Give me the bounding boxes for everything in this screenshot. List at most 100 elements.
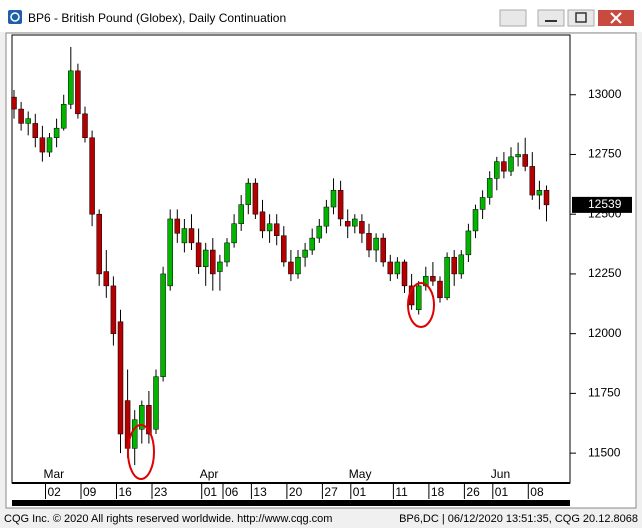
candle-body bbox=[316, 225, 323, 239]
candle-body bbox=[344, 221, 351, 227]
x-tick-label: 13 bbox=[253, 485, 267, 499]
month-label: Mar bbox=[44, 467, 65, 481]
candle-body bbox=[252, 182, 259, 215]
candle-body bbox=[486, 178, 493, 198]
footer-copyright: CQG Inc. © 2020 All rights reserved worl… bbox=[4, 513, 332, 525]
candle-body bbox=[217, 261, 223, 272]
candle-body bbox=[387, 261, 394, 275]
candle-body bbox=[188, 228, 195, 244]
scroll-bar[interactable] bbox=[12, 500, 570, 506]
plot-area bbox=[11, 34, 571, 484]
candle-body bbox=[68, 70, 74, 105]
candle-body bbox=[224, 242, 230, 263]
title-bar bbox=[0, 0, 642, 32]
app-icon bbox=[8, 10, 22, 24]
candle-body bbox=[536, 190, 543, 196]
month-label: Apr bbox=[200, 467, 219, 481]
y-tick-label: 13000 bbox=[588, 87, 622, 101]
x-tick-label: 01 bbox=[353, 485, 367, 499]
candle-body bbox=[444, 256, 450, 299]
x-tick-label: 08 bbox=[530, 485, 544, 499]
y-tick-label: 12750 bbox=[588, 147, 622, 161]
candle-body bbox=[11, 96, 17, 110]
candle-body bbox=[430, 276, 436, 282]
candle-body bbox=[494, 161, 500, 179]
candle-body bbox=[238, 204, 244, 225]
candle-body bbox=[288, 261, 294, 275]
candle-body bbox=[479, 197, 486, 210]
x-tick-label: 26 bbox=[466, 485, 480, 499]
y-tick-label: 12250 bbox=[588, 266, 622, 280]
candle-body bbox=[139, 405, 145, 430]
candle-body bbox=[423, 276, 429, 287]
x-tick-label: 20 bbox=[289, 485, 303, 499]
close-glyph bbox=[610, 12, 622, 24]
candle-body bbox=[359, 221, 365, 234]
candle-body bbox=[167, 218, 173, 287]
candle-body bbox=[529, 166, 536, 196]
app-icon-glyph bbox=[10, 12, 20, 22]
candle-body bbox=[543, 190, 550, 206]
candle-body bbox=[60, 104, 67, 129]
candle-body bbox=[309, 237, 315, 251]
window-title: BP6 - British Pound (Globex), Daily Cont… bbox=[28, 11, 286, 25]
x-tick-label: 01 bbox=[204, 485, 218, 499]
candle-body bbox=[302, 249, 308, 258]
y-tick-label: 11750 bbox=[588, 386, 621, 400]
candle-body bbox=[18, 108, 24, 124]
candle-body bbox=[75, 70, 81, 115]
candle-body bbox=[273, 223, 280, 236]
maximize-button[interactable] bbox=[567, 9, 595, 27]
candle-body bbox=[131, 419, 138, 449]
candle-body bbox=[96, 213, 102, 275]
candle-body bbox=[146, 405, 152, 435]
x-tick-label: 06 bbox=[225, 485, 239, 499]
candle-body bbox=[39, 137, 46, 153]
minimize-button[interactable] bbox=[537, 9, 565, 27]
y-tick-label: 11500 bbox=[588, 445, 621, 459]
candle-body bbox=[295, 256, 301, 275]
candle-body bbox=[153, 376, 159, 430]
x-tick-label: 23 bbox=[154, 485, 168, 499]
candle-body bbox=[515, 154, 521, 158]
highlight-circle bbox=[407, 282, 435, 328]
highlight-circle bbox=[127, 424, 155, 480]
candle-body bbox=[437, 280, 443, 299]
x-tick-label: 27 bbox=[324, 485, 338, 499]
candle-body bbox=[451, 256, 457, 275]
candle-body bbox=[202, 249, 209, 268]
candle-body bbox=[266, 223, 273, 232]
candle-body bbox=[366, 233, 372, 251]
maximize-glyph bbox=[575, 12, 587, 23]
link-button[interactable] bbox=[499, 9, 527, 27]
y-tick-label: 12000 bbox=[588, 326, 622, 340]
x-tick-label: 18 bbox=[431, 485, 445, 499]
candle-body bbox=[160, 273, 166, 377]
candle-body bbox=[401, 261, 408, 287]
candle-body bbox=[323, 206, 330, 227]
candle-body bbox=[380, 237, 386, 263]
candle-body bbox=[89, 137, 95, 215]
candle-body bbox=[195, 242, 202, 268]
candle-body bbox=[281, 235, 287, 263]
x-tick-label: 01 bbox=[495, 485, 509, 499]
candle-body bbox=[337, 190, 344, 220]
candle-body bbox=[472, 209, 479, 232]
x-tick-label: 16 bbox=[119, 485, 133, 499]
candle-body bbox=[46, 137, 53, 153]
candle-body bbox=[330, 190, 337, 208]
candle-body bbox=[415, 285, 422, 311]
candle-body bbox=[373, 237, 379, 251]
candle-body bbox=[103, 271, 110, 287]
candle-body bbox=[53, 127, 60, 138]
candle-body bbox=[210, 249, 216, 275]
footer-status: BP6,DC | 06/12/2020 13:51:35, CQG 20.12.… bbox=[399, 513, 638, 525]
candle-body bbox=[394, 261, 401, 275]
month-label: May bbox=[349, 467, 372, 481]
candle-body bbox=[501, 161, 507, 172]
month-label: Jun bbox=[491, 467, 510, 481]
candle-body bbox=[465, 230, 472, 256]
candle-body bbox=[458, 254, 465, 275]
last-price-box bbox=[572, 196, 632, 213]
